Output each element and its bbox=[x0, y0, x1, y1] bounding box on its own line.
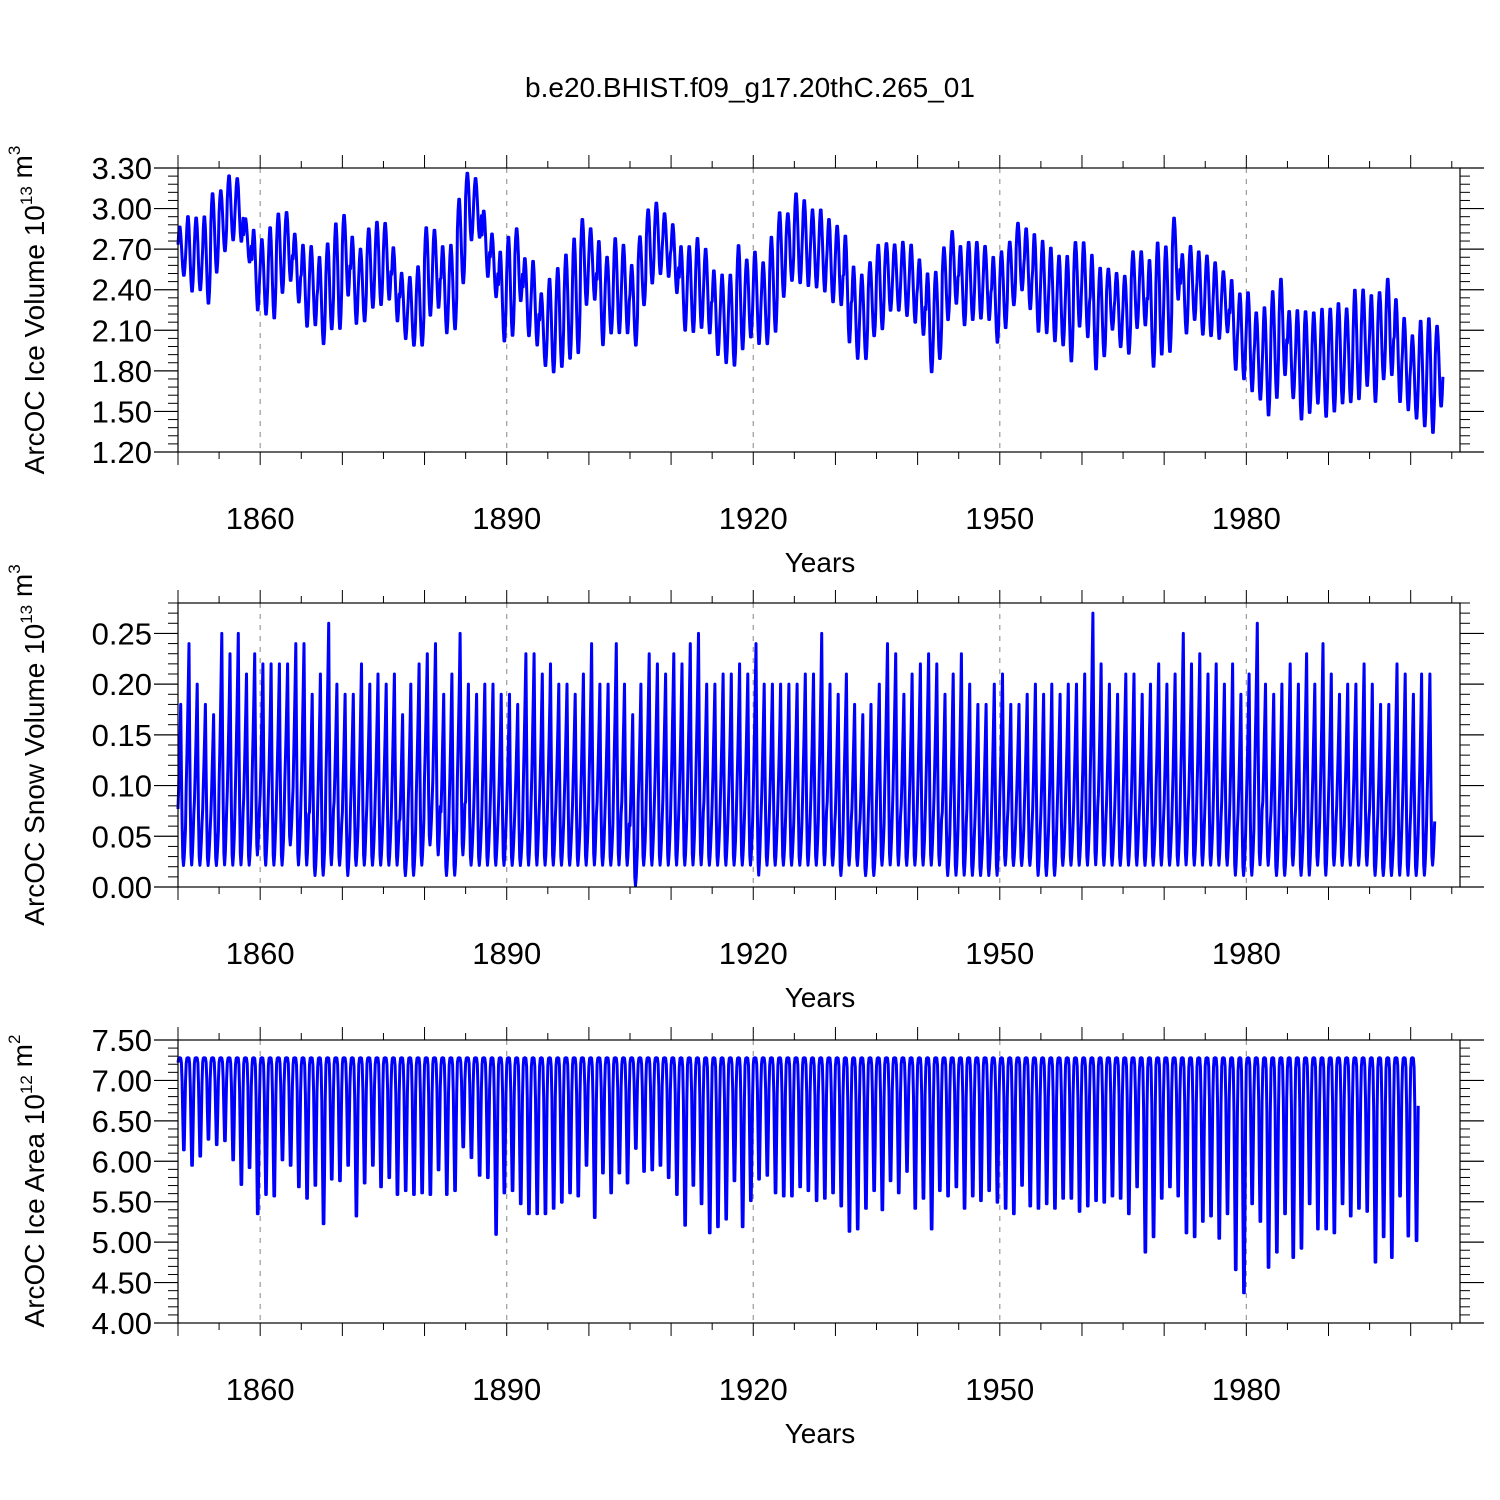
x-axis-label: Years bbox=[785, 1418, 856, 1449]
x-tick-label-1860: 1860 bbox=[226, 501, 295, 536]
y-tick-label: 2.40 bbox=[92, 273, 152, 308]
series-line bbox=[176, 1056, 1420, 1295]
x-tick-label-1920: 1920 bbox=[719, 1372, 788, 1407]
y-tick-label: 0.05 bbox=[92, 819, 152, 854]
y-tick-label: 4.00 bbox=[92, 1306, 152, 1341]
y-tick-label: 7.00 bbox=[92, 1063, 152, 1098]
panel-1: 1.20 1.50 1.80 2.10 2.40 2.70 3.00 3.30 1860 1890… bbox=[5, 146, 1484, 578]
y-tick-label: 1.20 bbox=[92, 435, 152, 470]
x-axis-label: Years bbox=[785, 982, 856, 1013]
plot-frame bbox=[177, 602, 1461, 888]
x-tick-label-1950: 1950 bbox=[965, 1372, 1034, 1407]
x-tick-label-1860: 1860 bbox=[226, 936, 295, 971]
y-tick-label: 0.10 bbox=[92, 769, 152, 804]
y-axis-label: ArcOC Ice Area 1012 m2 bbox=[5, 1035, 50, 1328]
y-tick-label: 1.80 bbox=[92, 354, 152, 389]
y-tick-label: 0.00 bbox=[92, 870, 152, 905]
plot-frame bbox=[177, 1039, 1461, 1324]
x-tick-label-1980: 1980 bbox=[1212, 936, 1281, 971]
y-tick-label: 6.50 bbox=[92, 1104, 152, 1139]
x-tick-label-1890: 1890 bbox=[472, 501, 541, 536]
x-tick-label-1980: 1980 bbox=[1212, 1372, 1281, 1407]
panel-3: 4.00 4.50 5.00 5.50 6.00 6.50 7.00 7.50 1860 1890… bbox=[5, 1023, 1484, 1449]
panel-2: 0.00 0.05 0.10 0.15 0.20 0.25 1860 1890 1920 1950… bbox=[5, 564, 1484, 1013]
y-axis-label: ArcOC Ice Volume 1013 m3 bbox=[5, 146, 50, 475]
y-tick-label: 5.00 bbox=[92, 1225, 152, 1260]
y-axis-label: ArcOC Snow Volume 1013 m3 bbox=[5, 564, 50, 925]
x-tick-label-1920: 1920 bbox=[719, 501, 788, 536]
y-tick-label: 5.50 bbox=[92, 1185, 152, 1220]
x-tick-label-1920: 1920 bbox=[719, 936, 788, 971]
y-tick-label: 3.00 bbox=[92, 192, 152, 227]
y-tick-label: 4.50 bbox=[92, 1266, 152, 1301]
x-tick-label-1950: 1950 bbox=[965, 501, 1034, 536]
x-tick-label-1950: 1950 bbox=[965, 936, 1034, 971]
chart-title: b.e20.BHIST.f09_g17.20thC.265_01 bbox=[525, 72, 975, 103]
series-line bbox=[176, 611, 1437, 888]
y-tick-label: 0.20 bbox=[92, 667, 152, 702]
x-tick-label-1890: 1890 bbox=[472, 936, 541, 971]
plot-frame bbox=[177, 167, 1461, 453]
y-tick-label: 3.30 bbox=[92, 151, 152, 186]
y-tick-label: 2.70 bbox=[92, 232, 152, 267]
y-tick-label: 0.15 bbox=[92, 718, 152, 753]
y-tick-label: 0.25 bbox=[92, 616, 152, 651]
y-tick-label: 6.00 bbox=[92, 1144, 152, 1179]
x-tick-label-1890: 1890 bbox=[472, 1372, 541, 1407]
series-line bbox=[176, 171, 1445, 434]
x-tick-label-1980: 1980 bbox=[1212, 501, 1281, 536]
y-tick-label: 7.50 bbox=[92, 1023, 152, 1058]
x-tick-label-1860: 1860 bbox=[226, 1372, 295, 1407]
y-tick-label: 1.50 bbox=[92, 394, 152, 429]
x-axis-label: Years bbox=[785, 547, 856, 578]
y-tick-label: 2.10 bbox=[92, 313, 152, 348]
